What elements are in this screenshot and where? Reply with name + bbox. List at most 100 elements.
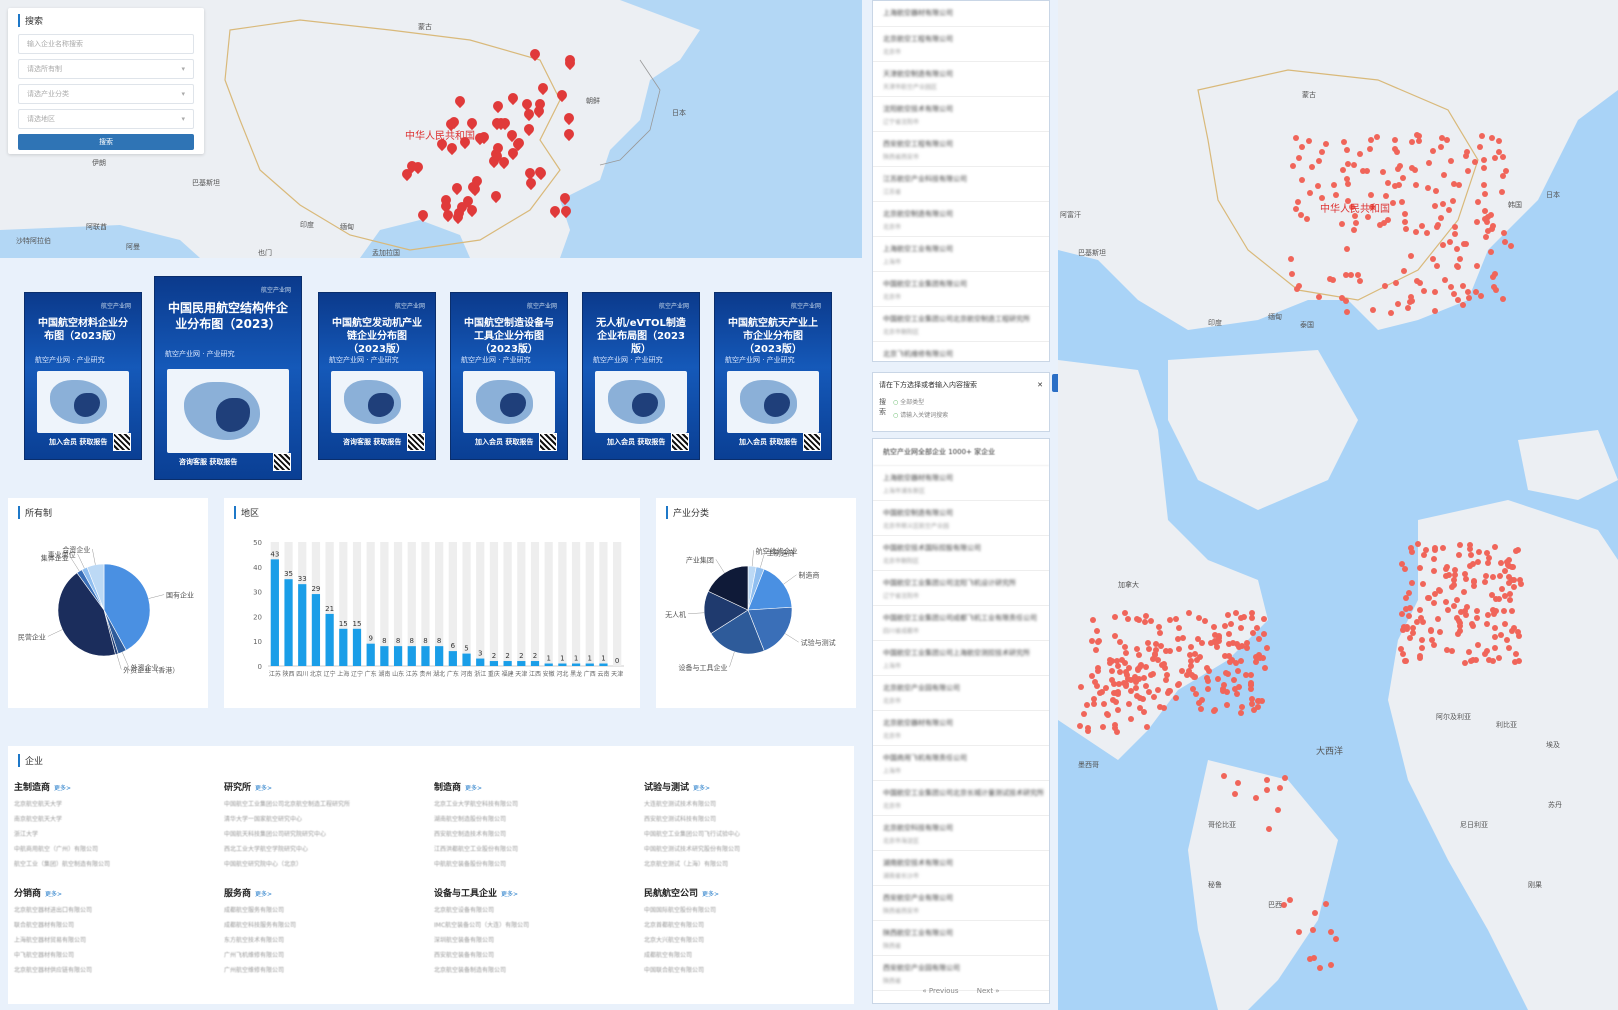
location-pin-icon[interactable] xyxy=(1443,563,1450,570)
company-link[interactable]: 成都航空服务有限公司 xyxy=(224,907,285,914)
location-pin-icon[interactable] xyxy=(1445,606,1452,613)
location-pin-icon[interactable] xyxy=(1397,163,1404,170)
location-pin-icon[interactable] xyxy=(1307,190,1314,197)
location-pin-icon[interactable] xyxy=(1514,628,1521,635)
location-pin-icon[interactable] xyxy=(1501,229,1508,236)
list-item[interactable]: 北京航空科技有限公司 北京市海淀区 xyxy=(873,816,1049,851)
location-pin-icon[interactable] xyxy=(1456,256,1463,263)
location-pin-icon[interactable] xyxy=(1424,229,1431,236)
location-pin-icon[interactable] xyxy=(1112,633,1119,640)
location-pin-icon[interactable] xyxy=(1098,689,1105,696)
location-pin-icon[interactable] xyxy=(1390,200,1397,207)
location-pin-icon[interactable] xyxy=(1491,644,1498,651)
location-pin-icon[interactable] xyxy=(1473,289,1480,296)
location-pin-icon[interactable] xyxy=(1453,245,1460,252)
company-link[interactable]: 西安航空装备有限公司 xyxy=(434,952,495,959)
location-pin-icon[interactable] xyxy=(1339,220,1346,227)
location-pin-icon[interactable] xyxy=(1432,307,1439,314)
location-pin-icon[interactable] xyxy=(1110,681,1117,688)
location-pin-icon[interactable] xyxy=(1505,644,1512,651)
location-pin-icon[interactable] xyxy=(1172,615,1179,622)
location-pin-icon[interactable] xyxy=(1402,226,1409,233)
location-pin-icon[interactable] xyxy=(1402,565,1409,572)
location-pin-icon[interactable] xyxy=(1439,545,1446,552)
location-pin-icon[interactable] xyxy=(1451,577,1457,584)
location-pin-icon[interactable] xyxy=(1447,238,1454,245)
location-pin-icon[interactable] xyxy=(1295,199,1302,206)
location-pin-icon[interactable] xyxy=(1484,611,1491,618)
location-pin-icon[interactable] xyxy=(1482,651,1489,658)
location-pin-icon[interactable] xyxy=(1352,213,1359,220)
list-item[interactable]: 中国航空工业集团公司上海航空测控技术研究所 上海市 xyxy=(873,641,1049,676)
location-pin-icon[interactable] xyxy=(1511,659,1518,666)
location-pin-icon[interactable] xyxy=(1484,648,1491,655)
location-pin-icon[interactable] xyxy=(1242,672,1249,679)
location-pin-icon[interactable] xyxy=(1471,578,1478,585)
location-pin-icon[interactable] xyxy=(1489,657,1496,664)
company-link[interactable]: 深圳航空装备有限公司 xyxy=(434,937,495,944)
location-pin-icon[interactable] xyxy=(1416,280,1423,287)
company-link[interactable]: 中国国际航空股份有限公司 xyxy=(644,907,717,914)
location-pin-icon[interactable] xyxy=(1195,615,1202,622)
company-link[interactable]: 西北工业大学航空学院研究中心 xyxy=(224,846,309,853)
location-pin-icon[interactable] xyxy=(1392,280,1399,287)
location-pin-icon[interactable] xyxy=(1490,223,1497,230)
location-pin-icon[interactable] xyxy=(1516,577,1523,584)
location-pin-icon[interactable] xyxy=(1463,149,1470,156)
location-pin-icon[interactable] xyxy=(1473,607,1480,614)
list-item[interactable]: 上海航空工业有限公司 上海市 xyxy=(873,237,1049,272)
location-pin-icon[interactable] xyxy=(1466,562,1473,569)
location-pin-icon[interactable] xyxy=(1451,290,1458,297)
location-pin-icon[interactable] xyxy=(1188,657,1195,664)
location-pin-icon[interactable] xyxy=(1474,219,1481,226)
location-pin-icon[interactable] xyxy=(1450,602,1457,609)
location-pin-icon[interactable] xyxy=(1407,605,1414,612)
location-pin-icon[interactable] xyxy=(1432,288,1439,295)
location-pin-icon[interactable] xyxy=(1407,634,1414,641)
company-link[interactable]: 广州飞机维修有限公司 xyxy=(224,952,285,959)
location-pin-icon[interactable] xyxy=(1406,613,1413,620)
location-pin-icon[interactable] xyxy=(1450,198,1457,205)
location-pin-icon[interactable] xyxy=(1489,134,1496,141)
location-pin-icon[interactable] xyxy=(1377,222,1383,229)
location-pin-icon[interactable] xyxy=(1341,138,1348,145)
location-pin-icon[interactable] xyxy=(1248,695,1255,702)
location-pin-icon[interactable] xyxy=(1440,242,1446,249)
location-pin-icon[interactable] xyxy=(1281,901,1288,908)
location-pin-icon[interactable] xyxy=(1232,685,1239,692)
list-item[interactable]: 中国航空工业集团公司北京航空制造工程研究所 北京市朝阳区 xyxy=(873,307,1049,342)
list-item[interactable]: 中国航空工业集团公司北京长城计量测试技术研究所 北京市 xyxy=(873,781,1049,816)
location-pin-icon[interactable] xyxy=(1415,137,1422,144)
list-item[interactable]: 天津航空制造有限公司 天津市航空产业园区 xyxy=(873,62,1049,97)
location-pin-icon[interactable] xyxy=(1461,659,1468,666)
location-pin-icon[interactable] xyxy=(1451,224,1458,231)
location-pin-icon[interactable] xyxy=(1162,665,1169,672)
location-pin-icon[interactable] xyxy=(1419,645,1426,652)
list-item[interactable]: 中国商用飞机有限责任公司 上海市 xyxy=(873,746,1049,781)
location-pin-icon[interactable] xyxy=(1248,686,1255,693)
location-pin-icon[interactable] xyxy=(1113,690,1120,697)
location-pin-icon[interactable] xyxy=(1457,620,1464,627)
location-pin-icon[interactable] xyxy=(1338,294,1345,301)
location-pin-icon[interactable] xyxy=(1133,685,1140,692)
location-pin-icon[interactable] xyxy=(1380,168,1387,175)
location-pin-icon[interactable] xyxy=(1193,690,1200,697)
location-pin-icon[interactable] xyxy=(1348,203,1355,210)
location-pin-icon[interactable] xyxy=(1077,723,1084,730)
location-pin-icon[interactable] xyxy=(1513,651,1520,658)
location-pin-icon[interactable] xyxy=(1392,146,1399,153)
location-pin-icon[interactable] xyxy=(1430,641,1437,648)
location-pin-icon[interactable] xyxy=(1328,961,1335,968)
location-pin-icon[interactable] xyxy=(1431,556,1438,563)
location-pin-icon[interactable] xyxy=(1385,216,1392,223)
location-pin-icon[interactable] xyxy=(1117,669,1124,676)
location-pin-icon[interactable] xyxy=(1502,568,1509,575)
location-pin-icon[interactable] xyxy=(1155,656,1162,663)
company-link[interactable]: 北京工业大学航空科技有限公司 xyxy=(434,801,519,808)
location-pin-icon[interactable] xyxy=(1454,631,1461,638)
list-item[interactable]: 北京航空器材有限公司 北京市 xyxy=(873,711,1049,746)
company-link[interactable]: 航空工业（集团）航空制造有限公司 xyxy=(14,861,111,868)
location-pin-icon[interactable] xyxy=(1187,643,1194,650)
more-link[interactable]: 更多> xyxy=(465,785,483,792)
location-pin-icon[interactable] xyxy=(1466,648,1473,655)
